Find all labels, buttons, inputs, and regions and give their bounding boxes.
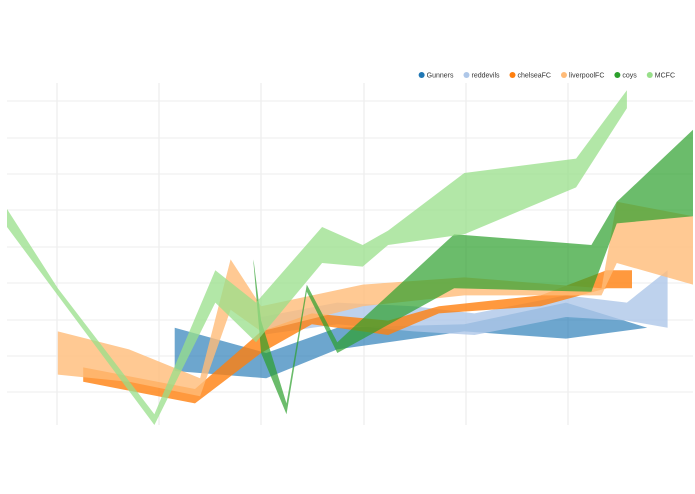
legend: Gunners reddevils chelseaFC liverpoolFC coys… <box>418 72 675 80</box>
legend-marker <box>418 72 425 78</box>
area-liverpoolfc <box>57 201 694 397</box>
legend-item-mcfc[interactable]: MCFC <box>646 72 675 80</box>
legend-marker <box>463 72 470 78</box>
legend-item-reddevils[interactable]: reddevils <box>463 72 500 80</box>
area-coys <box>253 129 693 415</box>
legend-marker <box>614 72 621 78</box>
legend-marker <box>509 72 516 78</box>
legend-label: Gunners <box>427 73 454 80</box>
legend-item-gunners[interactable]: Gunners <box>418 72 454 80</box>
legend-label: reddevils <box>471 73 500 80</box>
legend-marker <box>646 72 653 78</box>
legend-item-liverpoolfc[interactable]: liverpoolFC <box>560 72 604 80</box>
series-chelseafc <box>83 270 632 404</box>
legend-label: coys <box>622 73 637 80</box>
series-mcfc <box>7 90 627 425</box>
legend-item-chelseafc[interactable]: chelseaFC <box>509 72 551 80</box>
legend-label: MCFC <box>655 73 675 80</box>
legend-item-coys[interactable]: coys <box>614 72 637 80</box>
legend-marker <box>560 72 567 78</box>
legend-label: liverpoolFC <box>569 73 604 80</box>
series-coys <box>253 129 693 415</box>
area-chelseafc <box>83 270 632 404</box>
legend-label: chelseaFC <box>518 73 551 80</box>
area-mcfc <box>7 90 627 425</box>
series-liverpoolfc <box>57 201 694 397</box>
series-layer <box>7 90 694 425</box>
